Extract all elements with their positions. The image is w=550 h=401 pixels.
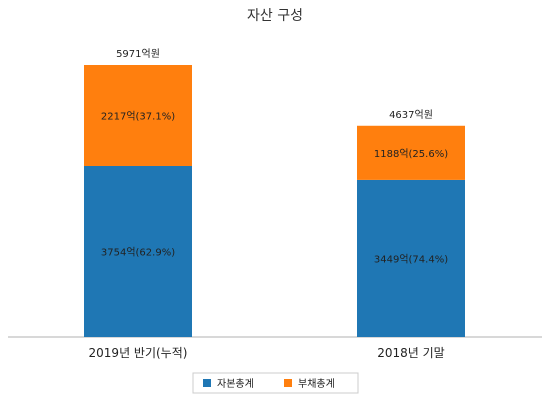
legend-swatch-liability [284,379,292,387]
bar-liability-1 [84,65,192,166]
category-label-1: 2019년 반기(누적) [89,346,188,360]
total-label-2: 4637억원 [389,109,433,121]
bar-liability-2 [357,125,465,180]
bars-layer [84,65,465,337]
legend-box [192,372,359,394]
segment-label-liability-2: 1188억(25.6%) [374,148,448,160]
category-label-2: 2018년 기말 [377,346,444,360]
total-label-1: 5971억원 [116,48,160,60]
legend-swatch-equity [203,379,211,387]
segment-label-liability-1: 2217억(37.1%) [101,110,175,122]
legend-label-liability: 부채총계 [298,378,335,390]
bar-equity-2 [357,179,465,337]
segment-label-equity-2: 3449억(74.4%) [374,253,448,265]
chart-title: 자산 구성 [247,8,303,24]
bar-equity-1 [84,165,192,337]
segment-label-equity-1: 3754억(62.9%) [101,246,175,258]
labels-layer: 3754억(62.9%) 2217억(37.1%) 5971억원 2019년 반기(누… [89,48,449,360]
legend: 자본총계 부채총계 [192,372,359,394]
legend-label-equity: 자본총계 [217,378,254,390]
